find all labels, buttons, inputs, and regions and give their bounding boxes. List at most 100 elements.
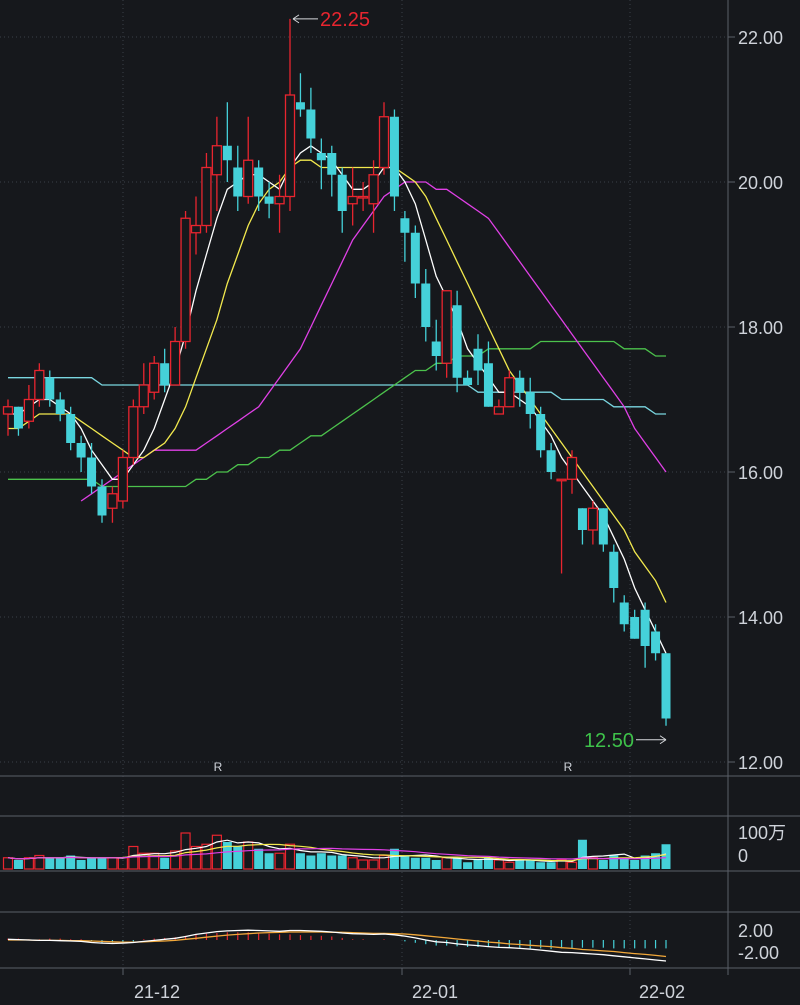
candle-body-up (274, 195, 285, 205)
volume-bar-up (358, 859, 369, 870)
candle-body-down (536, 414, 546, 451)
low-arrow-head (659, 735, 667, 745)
volume-bar-up (170, 850, 181, 870)
candle-body-down (295, 102, 305, 110)
candle-body-down (630, 617, 640, 639)
volume-bar-down (661, 844, 671, 869)
candle-body-down (463, 377, 473, 385)
candle-body-down (400, 218, 410, 233)
volume-bar-down (337, 855, 347, 869)
volume-bar-down (87, 857, 97, 869)
candle-body-down (76, 443, 86, 458)
volume-bar-down (400, 855, 410, 869)
volume-bar-down (389, 848, 399, 869)
candle-body-down (160, 363, 170, 385)
candle-body-up (169, 340, 181, 386)
candle-body-down (13, 406, 23, 429)
candle-body-down (233, 167, 243, 197)
volume-bar-up (190, 845, 202, 870)
volume-bar-down (316, 853, 326, 869)
candle-body-up (243, 159, 254, 198)
volume-bar-down (13, 860, 23, 869)
price-tick-label: 12.00 (738, 753, 783, 773)
volume-bar-down (577, 839, 587, 869)
candle-body-up (34, 369, 45, 401)
volume-panel (2, 832, 671, 870)
volume-bar-down (97, 857, 107, 869)
price-tick-label: 18.00 (738, 318, 783, 338)
volume-bar-down (410, 857, 420, 869)
candle-body-down (431, 341, 441, 356)
volume-bar-down (306, 855, 316, 869)
volume-bar-down (452, 857, 462, 869)
candle-body-down (473, 348, 483, 371)
volume-bar-down (651, 853, 661, 869)
candle-body-up (23, 398, 35, 422)
high-price-label: 22.25 (320, 9, 370, 31)
volume-bar-down (55, 857, 65, 869)
volume-bar-down (598, 860, 608, 869)
candle-body-down (619, 602, 629, 625)
volume-ma20-line (7, 847, 667, 860)
date-tick-label: 22-02 (639, 982, 685, 1002)
volume-bar-up (138, 852, 149, 870)
candlesticks (2, 18, 671, 726)
candle-body-down (264, 196, 274, 204)
candle-body-down (327, 153, 337, 175)
candle-body-down (525, 392, 535, 414)
volume-bar-up (34, 854, 45, 870)
volume-bar-down (463, 862, 473, 869)
volume-bar-down (619, 857, 629, 869)
volume-bar-down (160, 857, 170, 869)
candle-body-down (609, 551, 619, 588)
volume-bar-up (274, 852, 285, 870)
ma60-line (8, 340, 666, 488)
candle-body-up (284, 94, 296, 198)
volume-bar-down (295, 853, 305, 869)
candle-body-up (138, 384, 149, 408)
candle-body-up (556, 478, 567, 482)
volume-bar-down (525, 860, 535, 869)
candle-body-up (504, 377, 515, 408)
candle-body-down (222, 145, 232, 161)
date-tick-label: 22-01 (412, 982, 458, 1002)
volume-bar-down (264, 853, 274, 869)
candle-body-up (493, 406, 505, 415)
candle-body-up (180, 217, 191, 343)
volume-bar-up (504, 861, 515, 870)
rights-marker: R (214, 760, 223, 774)
macd-tick-label: 2.00 (738, 921, 773, 941)
candle-body-down (45, 377, 55, 400)
ma250-line (8, 377, 666, 415)
candle-body-down (97, 486, 107, 516)
volume-bar-down (76, 860, 86, 869)
macd-panel (7, 929, 667, 962)
candle-body-up (211, 145, 223, 176)
candle-body-up (566, 456, 578, 480)
macd-dif-line (7, 929, 667, 962)
candle-body-down (546, 450, 556, 472)
candle-body-down (452, 305, 462, 378)
candle-body-up (368, 174, 379, 205)
volume-bar-down (222, 842, 232, 869)
candle-body-down (598, 508, 608, 545)
volume-bar-up (201, 843, 212, 870)
candle-body-down (661, 653, 671, 719)
volume-bar-down (233, 846, 243, 869)
volume-bar-down (66, 855, 76, 869)
candle-body-up (347, 195, 358, 205)
volume-bar-down (431, 860, 441, 869)
candle-body-down (306, 109, 316, 139)
candle-body-up (378, 116, 390, 169)
volume-bar-up (566, 861, 578, 870)
candle-body-up (128, 406, 139, 459)
volume-bar-down (483, 857, 493, 869)
candle-body-down (421, 283, 431, 327)
candle-body-up (117, 456, 129, 502)
candle-body-down (640, 609, 650, 646)
volume-tick-label: 100万 (738, 823, 786, 843)
candle-body-down (483, 363, 493, 407)
candle-body-down (515, 377, 525, 393)
candle-body-down (87, 457, 97, 487)
